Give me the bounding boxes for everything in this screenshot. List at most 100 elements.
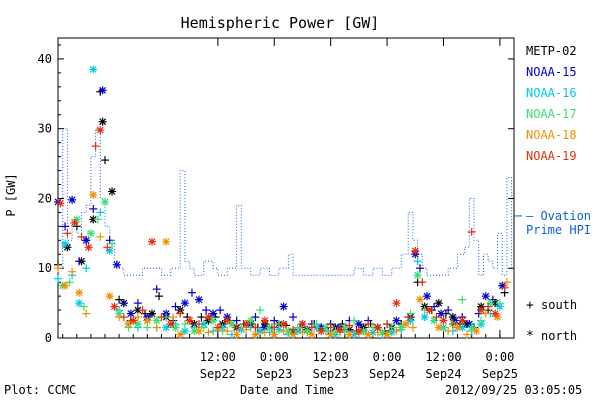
data-point	[242, 320, 251, 329]
data-point	[126, 309, 135, 318]
data-point-stroke	[256, 327, 264, 335]
data-point	[213, 323, 222, 332]
data-point	[411, 246, 420, 255]
data-point	[98, 86, 107, 95]
data-point-stroke	[162, 324, 170, 331]
data-point-stroke	[68, 196, 76, 204]
data-point-stroke	[99, 86, 107, 94]
data-point	[373, 323, 382, 332]
y-tick-label: 20	[38, 191, 52, 205]
legend-entry: NOAA-15	[526, 65, 577, 79]
data-point	[197, 313, 206, 322]
data-point	[408, 323, 417, 332]
data-point	[298, 320, 307, 329]
data-point-stroke	[327, 331, 335, 338]
data-point	[415, 264, 424, 273]
data-point-stroke	[280, 303, 288, 311]
data-point	[155, 292, 164, 301]
data-point	[279, 320, 288, 329]
x-tick-hour-label: 12:00	[200, 350, 236, 364]
data-point	[162, 237, 171, 246]
data-point-stroke	[134, 320, 142, 328]
data-point	[467, 323, 476, 332]
data-point	[148, 237, 157, 246]
data-point	[166, 320, 175, 329]
x-tick-date-label: Sep23	[256, 367, 292, 381]
data-point-stroke	[181, 327, 189, 335]
data-point	[279, 327, 288, 336]
data-point	[96, 208, 105, 217]
data-point	[270, 323, 279, 332]
data-point	[439, 316, 448, 325]
data-point-stroke	[491, 310, 499, 318]
data-point	[223, 327, 232, 336]
data-point-stroke	[85, 243, 92, 251]
data-point	[413, 257, 422, 266]
data-point-stroke	[82, 236, 90, 244]
data-point	[289, 330, 298, 339]
chart-title: Hemispheric Power [GW]	[181, 14, 380, 32]
data-point-stroke	[148, 310, 156, 318]
ovation-label-line2: Prime HPI	[526, 223, 591, 237]
data-point	[86, 229, 95, 238]
data-point	[232, 316, 241, 325]
data-point	[68, 195, 77, 204]
data-point	[289, 313, 298, 322]
data-point-stroke	[96, 126, 104, 134]
data-point	[75, 257, 84, 266]
data-point-stroke	[99, 118, 107, 126]
data-point	[467, 227, 476, 236]
x-tick-hour-label: 12:00	[425, 350, 461, 364]
data-point	[491, 309, 500, 318]
data-point-stroke	[233, 331, 241, 338]
data-point	[326, 323, 335, 332]
data-point	[392, 299, 401, 308]
y-axis-label: P [GW]	[4, 173, 18, 216]
data-point	[256, 306, 265, 315]
data-point	[415, 295, 424, 304]
data-point	[101, 156, 110, 165]
data-point	[112, 260, 121, 269]
data-point-stroke	[364, 331, 372, 338]
data-point	[434, 299, 443, 308]
data-point-stroke	[435, 299, 443, 307]
data-point-stroke	[176, 331, 184, 338]
data-point-stroke	[153, 317, 161, 324]
data-point-stroke	[322, 324, 330, 331]
data-point	[462, 330, 471, 339]
data-point	[350, 316, 359, 325]
data-point-stroke	[437, 310, 445, 318]
data-point	[93, 215, 102, 224]
data-point	[202, 306, 211, 315]
data-point	[227, 320, 236, 329]
data-point-stroke	[317, 327, 325, 335]
data-point	[91, 142, 100, 151]
data-point	[133, 313, 142, 322]
data-point	[401, 320, 410, 329]
data-point-stroke	[299, 320, 306, 328]
data-point-stroke	[89, 215, 97, 223]
data-point-stroke	[393, 299, 400, 307]
data-point	[481, 292, 490, 301]
data-point	[317, 327, 326, 336]
data-point	[345, 330, 354, 339]
data-point	[260, 328, 269, 337]
data-point	[124, 320, 133, 329]
data-point-stroke	[494, 313, 501, 321]
x-tick-date-label: Sep25	[482, 367, 518, 381]
data-point	[105, 292, 114, 301]
data-point-stroke	[181, 299, 189, 307]
data-point	[138, 306, 147, 315]
data-point	[256, 327, 265, 336]
data-point	[404, 313, 413, 322]
data-point	[209, 327, 218, 336]
data-point-stroke	[374, 324, 382, 331]
data-point	[209, 309, 218, 318]
data-point	[312, 320, 321, 329]
data-point	[495, 299, 504, 308]
data-point	[453, 323, 462, 332]
data-point	[89, 204, 98, 213]
data-point-stroke	[303, 327, 311, 335]
data-point	[157, 313, 166, 322]
data-point	[180, 320, 189, 329]
